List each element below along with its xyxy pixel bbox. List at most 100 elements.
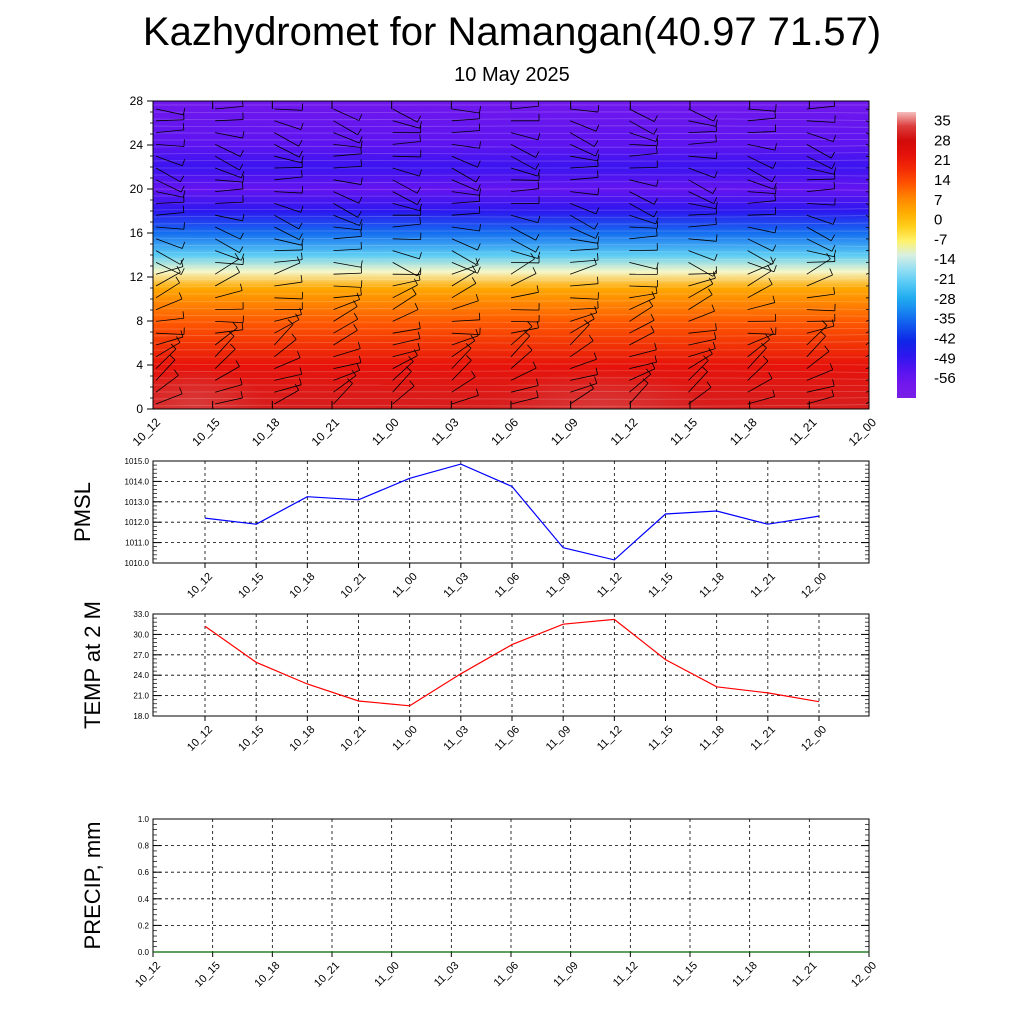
wind-barb-flag xyxy=(300,205,304,213)
wind-barb xyxy=(688,108,714,122)
wind-barb xyxy=(274,191,303,194)
y-axis-label: PRECIP, mm xyxy=(80,822,105,950)
cross-section-panel: 0 4 8 12 16 20 24 28 10_12 10_15 10_18 10_21 11_00 11… xyxy=(130,94,894,449)
contour-line xyxy=(153,300,869,303)
wind-barb-flag xyxy=(535,245,540,253)
wind-barb-flag xyxy=(475,258,479,266)
wind-barb xyxy=(865,272,869,275)
wind-barb xyxy=(747,238,773,252)
wind-barb-flag xyxy=(419,252,422,259)
wind-barb xyxy=(806,325,835,334)
wind-barb-flag xyxy=(762,355,769,362)
wind-barb-flag xyxy=(708,277,714,285)
wind-barb xyxy=(215,262,244,265)
wind-barb xyxy=(570,238,598,244)
wind-barb xyxy=(510,105,539,110)
wind-barb xyxy=(570,165,599,169)
wind-barb-flag xyxy=(656,179,659,187)
wind-barb xyxy=(747,155,774,169)
wind-barb-flag xyxy=(477,184,481,191)
wind-barb-flag xyxy=(537,133,541,141)
wind-barb-flag xyxy=(594,305,598,313)
wind-barb-flag xyxy=(891,126,894,132)
wind-barb-flag xyxy=(590,312,595,320)
wind-barb-flag xyxy=(300,122,304,130)
wind-barb xyxy=(688,120,717,127)
wind-barb xyxy=(570,177,599,181)
y-tick-label: 8 xyxy=(136,314,143,328)
x-tick-label: 10_21 xyxy=(339,724,369,754)
wind-barb xyxy=(451,271,476,287)
x-tick-label: 11_18 xyxy=(727,415,760,448)
x-tick-label: 11_15 xyxy=(646,724,676,754)
wind-barb xyxy=(155,179,182,193)
wind-barb-flag xyxy=(703,355,709,361)
wind-barb xyxy=(274,339,297,358)
wind-barb xyxy=(451,108,480,114)
wind-barb xyxy=(806,274,833,287)
wind-barb-flag xyxy=(301,169,303,178)
wind-barb-flag xyxy=(175,276,180,284)
wind-barb-flag xyxy=(655,134,659,142)
wind-barb-flag xyxy=(535,233,540,241)
wind-barb xyxy=(865,319,869,322)
colorbar-label: -7 xyxy=(934,231,947,248)
wind-barb-flag xyxy=(833,181,836,189)
wind-barb xyxy=(451,332,480,336)
wind-barb-flag xyxy=(405,366,412,372)
wind-barb xyxy=(155,359,176,381)
wind-barb xyxy=(510,214,539,224)
wind-barb-flag xyxy=(890,375,893,382)
wind-barb xyxy=(274,155,302,164)
wind-barb-flag xyxy=(477,266,481,274)
wind-barb xyxy=(688,141,717,145)
wind-barb-flag xyxy=(773,265,777,272)
wind-barb-flag xyxy=(241,181,244,189)
wind-barb xyxy=(451,130,480,133)
wind-barb xyxy=(688,224,717,228)
wind-barb-flag xyxy=(536,390,539,398)
contour-line xyxy=(153,132,869,134)
wind-barb xyxy=(451,262,478,274)
wind-barb xyxy=(333,375,357,393)
contour-line xyxy=(153,174,869,177)
wind-barb xyxy=(865,285,869,287)
wind-barb xyxy=(569,324,590,346)
wind-barb-flag xyxy=(881,320,886,325)
colorbar-label: 21 xyxy=(934,152,951,169)
y-tick-label: 18.0 xyxy=(133,712,149,721)
wind-barb-flag xyxy=(359,136,363,144)
wind-barb xyxy=(510,258,535,275)
x-tick-label: 10_12 xyxy=(185,724,215,754)
wind-barb xyxy=(155,266,184,275)
wind-barb-flag xyxy=(768,277,773,285)
wind-barb-flag xyxy=(235,266,240,273)
wind-barb xyxy=(392,294,417,310)
wind-barb xyxy=(392,371,412,393)
wind-barb xyxy=(629,368,655,381)
wind-barb xyxy=(806,369,833,381)
wind-barb-flag xyxy=(536,378,539,386)
wind-barb-flag xyxy=(715,134,717,142)
wind-barb xyxy=(333,370,360,381)
wind-barb xyxy=(806,258,831,275)
series-line xyxy=(204,463,820,561)
wind-barb-flag xyxy=(527,344,533,351)
wind-barb-flag xyxy=(712,187,717,194)
wind-barb-flag xyxy=(537,181,540,189)
wind-barb-flag xyxy=(772,244,777,252)
wind-barb xyxy=(806,351,830,369)
wind-barb-flag xyxy=(830,151,836,159)
wind-barb-flag xyxy=(833,101,836,107)
wind-barb-flag xyxy=(773,182,777,190)
x-tick-label: 11_15 xyxy=(671,960,701,990)
wind-barb-flag xyxy=(182,205,185,213)
wind-barb xyxy=(747,117,776,122)
wind-barb xyxy=(747,250,773,265)
wind-barb-flag xyxy=(597,170,599,178)
wind-barb xyxy=(629,331,655,346)
wind-barb-flag xyxy=(830,234,836,241)
x-tick-label: 11_12 xyxy=(611,960,641,990)
wind-barb-flag xyxy=(475,258,480,265)
wind-barb xyxy=(865,379,869,381)
